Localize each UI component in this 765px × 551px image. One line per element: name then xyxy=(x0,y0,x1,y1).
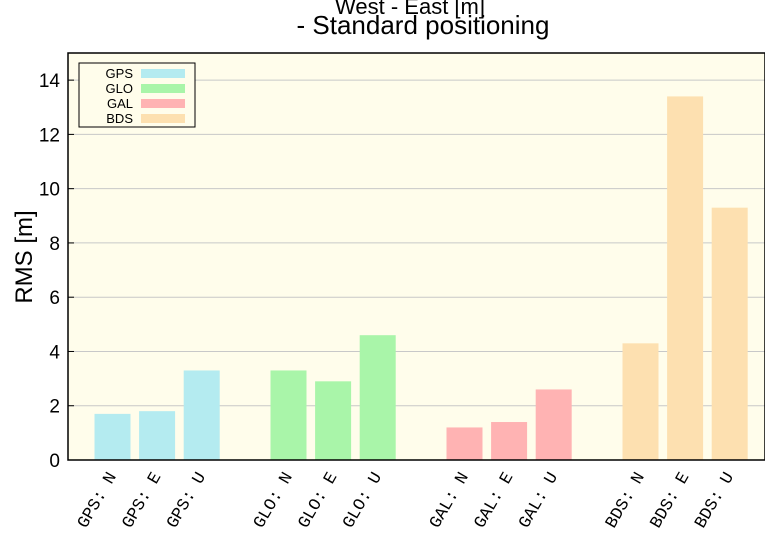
bar xyxy=(667,96,704,460)
bar xyxy=(183,370,220,460)
bar xyxy=(359,335,396,460)
legend-label: GAL xyxy=(107,96,133,111)
legend-swatch xyxy=(141,114,185,123)
y-tick-label: 0 xyxy=(49,451,60,472)
bar xyxy=(622,343,659,460)
legend-label: BDS xyxy=(106,111,133,126)
x-tick-label: GAL: N xyxy=(427,470,474,533)
y-tick-label: 12 xyxy=(39,125,60,146)
bar xyxy=(446,427,483,460)
bar xyxy=(94,413,131,460)
chart-title: - Standard positioning xyxy=(297,10,550,40)
y-tick-label: 2 xyxy=(49,397,60,418)
x-tick-label: GAL: U xyxy=(516,470,563,533)
x-tick-label: GLO: N xyxy=(251,470,298,533)
y-tick-label: 14 xyxy=(39,71,61,92)
legend-swatch xyxy=(141,99,185,108)
legend-label: GLO xyxy=(106,81,133,96)
plot-frame xyxy=(67,52,765,461)
x-tick-label: BDS: E xyxy=(647,470,694,533)
bar xyxy=(535,389,572,460)
bar xyxy=(315,381,352,460)
bar xyxy=(270,370,307,460)
x-tick-label: GPS: U xyxy=(164,470,211,533)
x-tick-label: BDS: N xyxy=(603,470,650,533)
legend-label: GPS xyxy=(106,66,134,81)
x-tick-label: BDS: U xyxy=(692,470,739,533)
y-tick-label: 4 xyxy=(49,342,60,363)
x-tick-label: GPS: E xyxy=(119,470,166,533)
bar xyxy=(711,207,748,460)
y-axis-label: RMS [m] xyxy=(11,210,38,303)
x-tick-label: GLO: E xyxy=(295,470,342,533)
legend-swatch xyxy=(141,84,185,93)
bar xyxy=(139,411,176,460)
y-tick-label: 10 xyxy=(39,180,60,201)
x-tick-label: GAL: E xyxy=(471,470,518,533)
y-tick-label: 8 xyxy=(49,234,60,255)
legend-swatch xyxy=(141,69,185,78)
chart-title-top: West - East [m] xyxy=(335,0,485,19)
x-tick-label: GLO: U xyxy=(340,470,387,533)
y-tick-label: 6 xyxy=(49,288,60,309)
x-tick-label: GPS: N xyxy=(75,470,122,533)
bar xyxy=(491,422,528,460)
